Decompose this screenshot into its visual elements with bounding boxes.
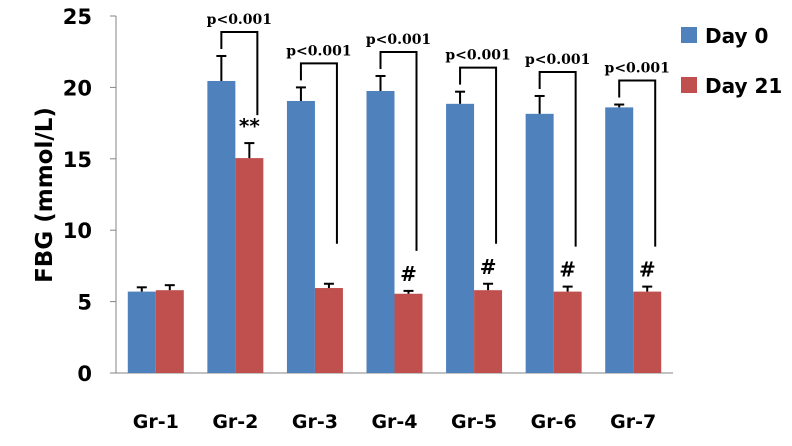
- bar-day-0: [207, 80, 236, 373]
- bar-day-21: [155, 290, 184, 373]
- p-value-label: p<0.001: [286, 43, 351, 59]
- y-tick-label: 5: [77, 291, 92, 315]
- x-tick-label: Gr-5: [451, 411, 497, 433]
- y-tick-label: 25: [63, 5, 92, 29]
- bar-day-21: [474, 290, 503, 373]
- bar-day-0: [446, 103, 475, 374]
- y-tick-label: 0: [77, 362, 92, 386]
- p-value-label: p<0.001: [605, 61, 670, 77]
- legend-label: Day 21: [705, 74, 782, 98]
- x-tick-label: Gr-2: [212, 411, 258, 433]
- significance-bracket: [379, 50, 418, 251]
- bar-day-21: [553, 291, 582, 373]
- legend-swatch: [681, 27, 697, 43]
- significance-marker: #: [400, 262, 417, 286]
- significance-bracket: [538, 70, 577, 247]
- significance-marker: **: [239, 114, 260, 138]
- x-tick-label: Gr-7: [610, 411, 656, 433]
- x-tick-label: Gr-6: [531, 411, 577, 433]
- legend-label: Day 0: [705, 24, 768, 48]
- significance-marker: #: [480, 255, 497, 279]
- significance-bracket: [459, 66, 498, 244]
- y-axis-label: FBG (mmol/L): [32, 107, 58, 283]
- bar-day-0: [366, 90, 395, 373]
- significance-bracket: [220, 30, 259, 116]
- x-tick-label: Gr-1: [133, 411, 179, 433]
- p-value-label: p<0.001: [366, 32, 431, 48]
- significance-bracket: [299, 62, 338, 244]
- x-tick-label: Gr-4: [371, 411, 417, 433]
- p-value-label: p<0.001: [525, 52, 590, 68]
- bar-day-21: [633, 291, 662, 373]
- bar-day-0: [605, 107, 634, 373]
- bar-day-0: [525, 113, 554, 374]
- significance-marker: #: [639, 258, 656, 282]
- y-tick-label: 15: [63, 148, 92, 172]
- legend-swatch: [681, 77, 697, 93]
- significance-bracket: [618, 79, 657, 247]
- x-tick-label: Gr-3: [292, 411, 338, 433]
- p-value-label: p<0.001: [445, 48, 510, 64]
- significance-marker: #: [559, 258, 576, 282]
- p-value-label: p<0.001: [207, 12, 272, 28]
- bar-day-21: [394, 293, 423, 373]
- y-tick-label: 20: [63, 76, 92, 100]
- bar-day-0: [127, 291, 156, 373]
- legend: Day 0 Day 21: [681, 24, 782, 98]
- bar-day-21: [314, 288, 343, 373]
- bar-day-21: [235, 158, 264, 373]
- y-tick-label: 10: [63, 219, 92, 243]
- bar-day-0: [286, 100, 315, 373]
